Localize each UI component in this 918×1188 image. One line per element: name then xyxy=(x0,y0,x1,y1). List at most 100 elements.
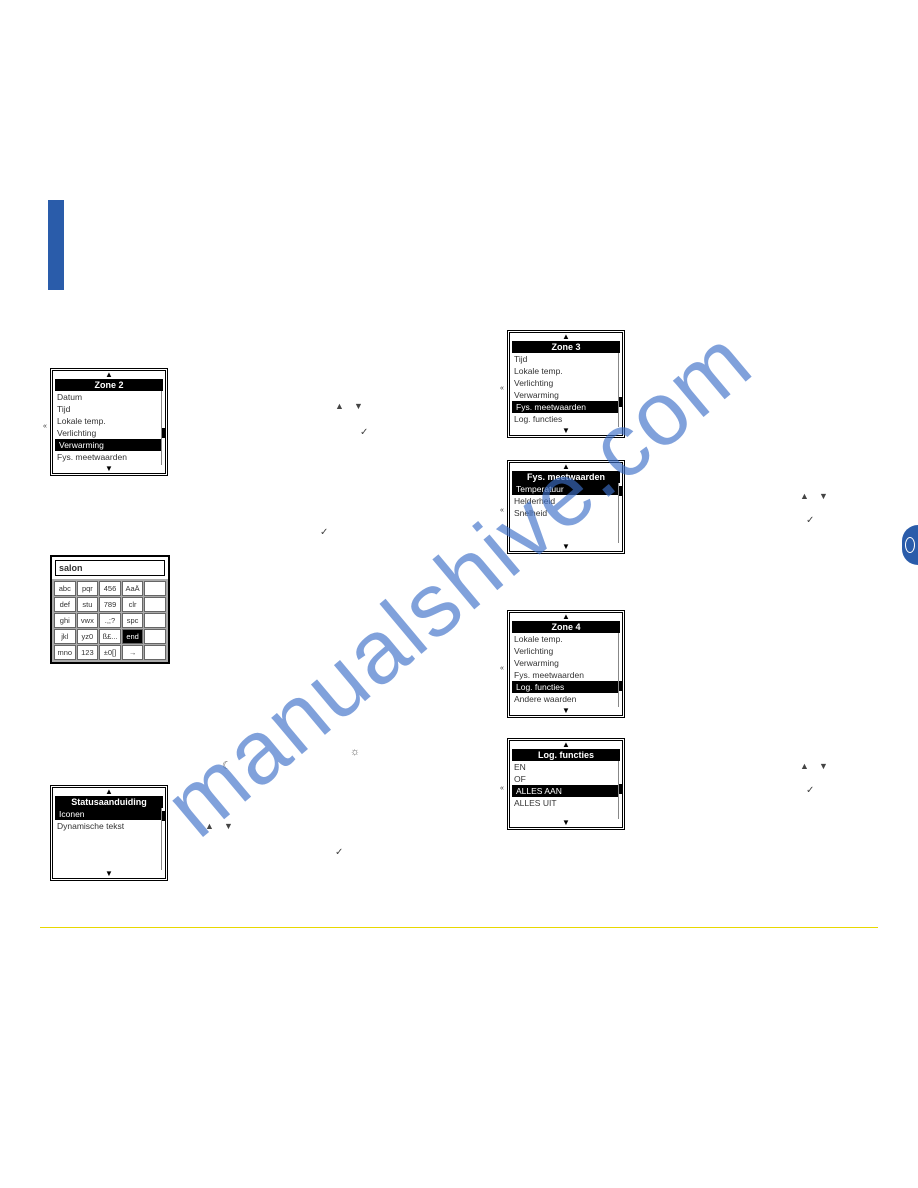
cursor-marker: « xyxy=(500,507,504,514)
cursor-marker: « xyxy=(500,385,504,392)
row: Helderheid xyxy=(510,495,622,507)
panel-logfunc: ▲ Log. functies « EN OF ALLES AAN ALLES … xyxy=(507,738,625,830)
check-icon: ✓ xyxy=(806,513,814,528)
key[interactable] xyxy=(144,629,166,644)
check-icon: ✓ xyxy=(320,525,328,540)
triangle-down-icon: ▼ xyxy=(819,490,828,504)
scroll-up-icon: ▲ xyxy=(53,788,165,796)
watermark-text: manualshive.com xyxy=(146,310,772,858)
key[interactable]: def xyxy=(54,597,76,612)
row: Verlichting xyxy=(510,645,622,657)
key[interactable]: AaÄ xyxy=(122,581,144,596)
row: Verlichting xyxy=(53,427,165,439)
key[interactable] xyxy=(144,613,166,628)
row: Verlichting xyxy=(510,377,622,389)
row: Verwarming xyxy=(510,657,622,669)
scroll-down-icon: ▼ xyxy=(510,707,622,715)
row: Tijd xyxy=(510,353,622,365)
moon-icon: ☾ xyxy=(222,758,232,775)
panel-status-title: Statusaanduiding xyxy=(55,796,163,808)
panel-zone4: ▲ Zone 4 « Lokale temp. Verlichting Verw… xyxy=(507,610,625,718)
row: Fys. meetwaarden xyxy=(53,451,165,463)
row: Dynamische tekst xyxy=(53,820,165,832)
row: Andere waarden xyxy=(510,693,622,705)
check-hint: ✓ xyxy=(320,525,328,540)
scroll-down-icon: ▼ xyxy=(510,819,622,827)
key[interactable]: ß£... xyxy=(99,629,121,644)
check-icon: ✓ xyxy=(806,783,814,798)
key[interactable]: stu xyxy=(77,597,99,612)
key[interactable]: spc xyxy=(122,613,144,628)
row: EN xyxy=(510,761,622,773)
sun-hint: ☼ xyxy=(350,744,360,761)
keypad-grid: abc pqr 456 AaÄ def stu 789 clr ghi vwx … xyxy=(52,579,168,662)
panel-fysmeet: ▲ Fys. meetwaarden « Temperatuur Helderh… xyxy=(507,460,625,554)
row: Lokale temp. xyxy=(510,365,622,377)
check-hint: ✓ xyxy=(360,425,368,440)
row-selected: ALLES AAN xyxy=(512,785,620,797)
panel-status: ▲ Statusaanduiding Iconen Dynamische tek… xyxy=(50,785,168,881)
row-selected: Temperatuur xyxy=(512,483,620,495)
panel-logfunc-title: Log. functies xyxy=(512,749,620,761)
key[interactable] xyxy=(144,597,166,612)
triangle-up-icon: ▲ xyxy=(800,760,809,774)
check-icon: ✓ xyxy=(360,425,368,440)
row-selected: Iconen xyxy=(55,808,163,820)
key[interactable]: ghi xyxy=(54,613,76,628)
scroll-up-icon: ▲ xyxy=(510,463,622,471)
panel-fysmeet-title: Fys. meetwaarden xyxy=(512,471,620,483)
moon-hint: ☾ xyxy=(222,758,232,775)
panel-zone2: ▲ Zone 2 « Datum Tijd Lokale temp. Verli… xyxy=(50,368,168,476)
row: Datum xyxy=(53,391,165,403)
row: Snelheid xyxy=(510,507,622,519)
scroll-up-icon: ▲ xyxy=(510,741,622,749)
scroll-down-icon: ▼ xyxy=(53,870,165,878)
panel-zone4-title: Zone 4 xyxy=(512,621,620,633)
keypad-input[interactable]: salon xyxy=(55,560,165,576)
key[interactable]: → xyxy=(122,645,144,660)
key[interactable]: abc xyxy=(54,581,76,596)
sun-icon: ☼ xyxy=(350,744,360,761)
key-end[interactable]: end xyxy=(122,629,144,644)
cursor-marker: « xyxy=(500,785,504,792)
row: Lokale temp. xyxy=(510,633,622,645)
check-hint: ✓ xyxy=(806,513,814,528)
key[interactable] xyxy=(144,581,166,596)
key[interactable]: vwx xyxy=(77,613,99,628)
key[interactable]: 123 xyxy=(77,645,99,660)
key[interactable]: 456 xyxy=(99,581,121,596)
key[interactable]: clr xyxy=(122,597,144,612)
key[interactable]: jkl xyxy=(54,629,76,644)
row: Verwarming xyxy=(510,389,622,401)
row-selected: Verwarming xyxy=(55,439,163,451)
cursor-marker: « xyxy=(500,665,504,672)
triangle-up-icon: ▲ xyxy=(205,820,214,834)
check-icon: ✓ xyxy=(335,845,343,860)
triangle-up-icon: ▲ xyxy=(800,490,809,504)
row-selected: Fys. meetwaarden xyxy=(512,401,620,413)
triangle-down-icon: ▼ xyxy=(224,820,233,834)
row: Tijd xyxy=(53,403,165,415)
scroll-up-icon: ▲ xyxy=(510,613,622,621)
nav-hint: ▲ ▼ xyxy=(800,490,828,504)
row-selected: Log. functies xyxy=(512,681,620,693)
right-blue-tab xyxy=(902,525,918,565)
nav-hint: ▲ ▼ xyxy=(205,820,233,834)
row: Lokale temp. xyxy=(53,415,165,427)
row: OF xyxy=(510,773,622,785)
key[interactable]: 789 xyxy=(99,597,121,612)
key[interactable]: yz0 xyxy=(77,629,99,644)
key[interactable]: pqr xyxy=(77,581,99,596)
check-hint: ✓ xyxy=(806,783,814,798)
key[interactable]: .,;? xyxy=(99,613,121,628)
row: ALLES UIT xyxy=(510,797,622,809)
scroll-up-icon: ▲ xyxy=(510,333,622,341)
triangle-down-icon: ▼ xyxy=(354,400,363,414)
key[interactable]: mno xyxy=(54,645,76,660)
scroll-down-icon: ▼ xyxy=(510,543,622,551)
row: Log. functies xyxy=(510,413,622,425)
scroll-up-icon: ▲ xyxy=(53,371,165,379)
key[interactable]: ±0[] xyxy=(99,645,121,660)
triangle-down-icon: ▼ xyxy=(819,760,828,774)
key[interactable] xyxy=(144,645,166,660)
